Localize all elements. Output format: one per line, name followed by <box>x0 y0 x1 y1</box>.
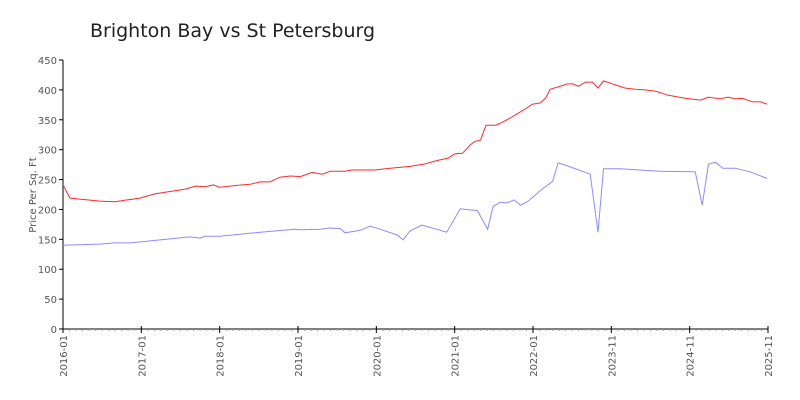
y-tick-label: 300 <box>38 146 57 157</box>
series-lines <box>62 80 768 246</box>
y-tick-label: 0 <box>51 325 57 336</box>
x-tick-label: 2018-01 <box>216 335 227 377</box>
x-tick-label: 2020-01 <box>372 335 383 377</box>
series-line-st-petersburg <box>62 161 768 246</box>
x-tick-label: 2017-01 <box>137 335 148 377</box>
x-tick-label: 2016-01 <box>59 335 70 377</box>
x-tick-label: 2022-01 <box>529 335 540 377</box>
y-axis-label: Price Per Sq. Ft <box>28 157 39 232</box>
y-tick-label: 150 <box>38 235 57 246</box>
y-tick-label: 400 <box>38 86 57 97</box>
y-tick-label: 50 <box>44 295 57 306</box>
y-tick-label: 250 <box>38 176 57 187</box>
x-tick-label: 2021-01 <box>451 335 462 377</box>
y-tick-label: 100 <box>38 265 57 276</box>
axes: 0 50 100 150 200 250 300 350 400 450 2016-01 2017-0… <box>38 56 775 377</box>
x-tick-label: 2019-01 <box>294 335 305 377</box>
y-tick-label: 200 <box>38 205 57 216</box>
chart-title: Brighton Bay vs St Petersburg <box>90 20 375 42</box>
series-line-brighton-bay <box>62 80 768 203</box>
x-tick-label: 2023-11 <box>607 335 618 377</box>
y-tick-label: 350 <box>38 116 57 127</box>
x-tick-label: 2025-11 <box>764 335 775 377</box>
y-tick-label: 450 <box>38 56 57 67</box>
x-tick-label: 2024-11 <box>686 335 697 377</box>
